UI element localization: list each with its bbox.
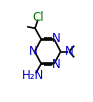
Text: Cl: Cl: [33, 11, 44, 24]
Text: H₂N: H₂N: [22, 69, 44, 82]
Text: N: N: [52, 58, 60, 71]
Text: N: N: [52, 32, 60, 45]
Text: N: N: [28, 45, 37, 58]
Text: N: N: [65, 45, 73, 58]
